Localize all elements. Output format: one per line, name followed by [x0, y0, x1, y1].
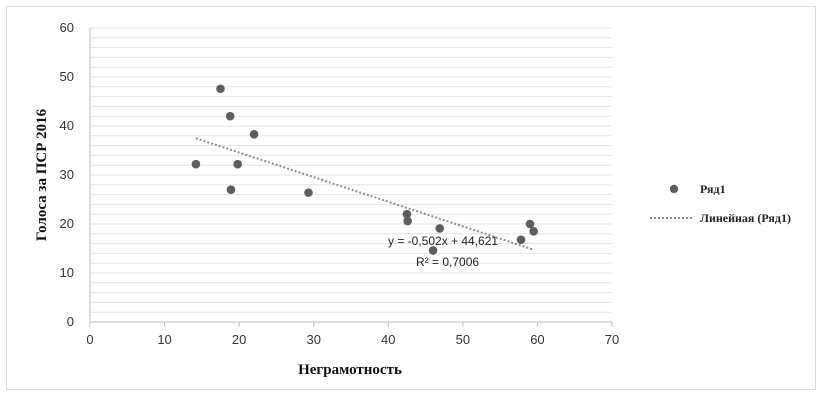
data-point	[225, 111, 235, 121]
trendline	[195, 137, 535, 251]
x-tick-label: 0	[86, 332, 93, 347]
chart-frame	[6, 6, 816, 390]
legend-label-trendline: Линейная (Ряд1)	[700, 211, 791, 225]
data-point	[516, 235, 526, 244]
data-point	[402, 209, 412, 219]
y-tick-label: 50	[60, 69, 74, 84]
y-tick-label: 60	[60, 20, 74, 35]
legend-marker-points	[669, 184, 679, 194]
x-tick-label: 60	[530, 332, 544, 347]
x-axis-title: Неграмотность	[298, 362, 402, 378]
y-tick-label: 10	[60, 265, 74, 280]
data-point	[233, 159, 242, 169]
data-point	[249, 130, 259, 139]
x-tick-label: 50	[456, 332, 470, 347]
trendline-r-squared: R² = 0,7006	[416, 255, 479, 269]
data-point	[304, 188, 313, 197]
x-tick-label: 70	[605, 332, 619, 347]
data-point	[529, 227, 538, 236]
y-tick-label: 30	[60, 167, 74, 182]
gridlines	[90, 27, 612, 323]
legend-label-series: Ряд1	[700, 182, 726, 196]
data-point	[216, 84, 225, 94]
trendline-equation: y = -0,502x + 44,621	[388, 234, 498, 248]
data-point	[435, 224, 445, 233]
data-point	[403, 216, 412, 226]
data-point	[525, 219, 535, 229]
x-tick-label: 30	[306, 332, 320, 347]
data-points	[191, 84, 538, 255]
x-tick-label: 20	[232, 332, 246, 347]
y-axis-title: Голоса за ПСР 2016	[34, 108, 50, 241]
trendline-layer	[195, 137, 535, 251]
x-tick-label: 10	[157, 332, 171, 347]
data-point	[428, 246, 438, 255]
axes	[89, 28, 613, 327]
legend: Ряд1 Линейная (Ряд1)	[650, 182, 791, 225]
data-point	[226, 185, 236, 194]
tick-labels: 0 10 20 30 40 50 60 0 10 20 30 40 50 60 70	[60, 20, 620, 347]
y-tick-label: 20	[60, 216, 74, 231]
data-point	[191, 159, 201, 169]
y-tick-label: 0	[67, 314, 74, 329]
x-tick-label: 40	[381, 332, 395, 347]
y-tick-label: 40	[60, 118, 74, 133]
